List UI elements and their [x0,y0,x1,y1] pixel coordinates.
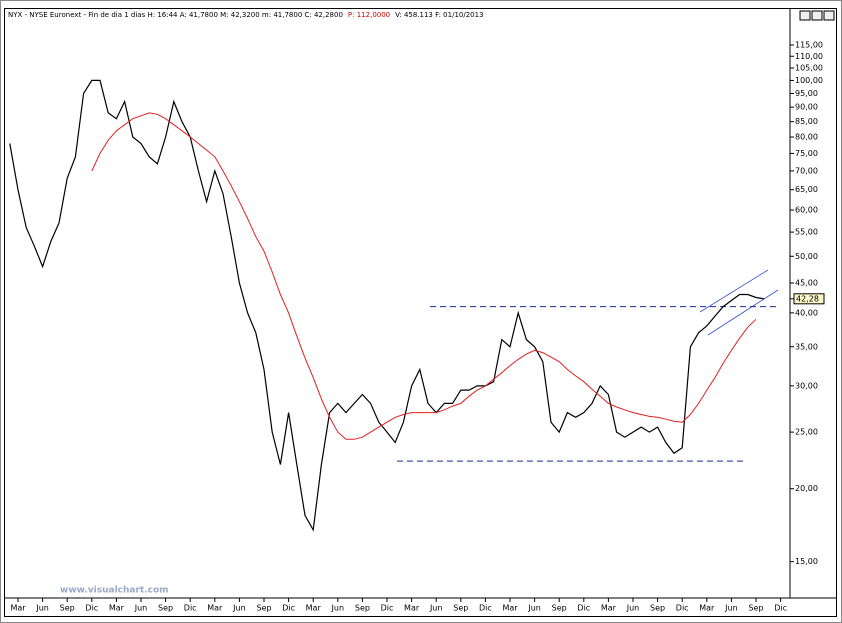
x-tick-label: Dic [85,604,98,613]
x-tick-label: Jun [331,604,345,613]
y-tick-label: 105,00 [795,64,823,73]
x-tick-label: Jun [134,604,148,613]
y-tick-label: 40,00 [795,308,818,317]
series-line [91,112,757,440]
x-tick-label: Sep [355,604,370,613]
x-tick-label: Mar [699,604,715,613]
x-tick-label: Sep [748,604,763,613]
x-tick-label: Sep [552,604,567,613]
x-tick-label: Dic [184,604,197,613]
y-tick-label: 35,00 [795,342,818,351]
last-price-label: 42,28 [796,294,819,303]
y-tick-label: 80,00 [795,133,818,142]
x-tick-label: Dic [774,604,787,613]
x-tick-label: Mar [502,604,518,613]
y-tick-label: 110,00 [795,52,823,61]
x-tick-label: Sep [158,604,173,613]
x-tick-label: Mar [306,604,322,613]
y-tick-label: 100,00 [795,76,823,85]
y-tick-label: 55,00 [795,228,818,237]
x-tick-label: Mar [601,604,617,613]
x-tick-label: Jun [527,604,541,613]
y-tick-label: 15,00 [795,557,818,566]
y-tick-label: 65,00 [795,185,818,194]
channel-line [699,269,769,313]
y-tick-label: 50,00 [795,252,818,261]
last-price-box [793,293,825,305]
x-tick-label: Dic [282,604,295,613]
y-tick-label: 95,00 [795,89,818,98]
x-tick-label: Mar [109,604,125,613]
x-tick-label: Dic [479,604,492,613]
y-tick-label: 85,00 [795,117,818,126]
y-tick-label: 115,00 [795,40,823,49]
x-tick-label: Jun [429,604,443,613]
series-line [9,79,765,532]
x-tick-label: Jun [626,604,640,613]
y-tick-label: 60,00 [795,206,818,215]
x-tick-label: Dic [577,604,590,613]
x-tick-label: Sep [453,604,468,613]
x-tick-label: Jun [724,604,738,613]
title-tail: V: 458.113 F: 01/10/2013 [395,11,483,19]
x-tick-label: Sep [256,604,271,613]
x-tick-label: Jun [232,604,246,613]
minimize-button[interactable] [799,10,811,21]
y-tick-label: 45,00 [795,278,818,287]
watermark: www.visualchart.com [60,586,169,596]
y-tick-label: 25,00 [795,428,818,437]
plot-frame [4,8,837,617]
y-tick-label: 30,00 [795,381,818,390]
channel-line [707,289,779,336]
title-highlight: P: 112,0000 [348,11,390,19]
y-tick-label: 20,00 [795,484,818,493]
x-tick-label: Dic [381,604,394,613]
x-tick-label: Jun [35,604,49,613]
maximize-button[interactable] [811,10,823,21]
chart-title: NYX - NYSE Euronext - Fin de dia 1 dias … [8,11,343,19]
x-tick-label: Sep [650,604,665,613]
close-button[interactable] [823,10,835,21]
x-tick-label: Mar [207,604,223,613]
x-tick-label: Mar [404,604,420,613]
x-tick-label: Dic [676,604,689,613]
x-tick-label: Sep [60,604,75,613]
y-tick-label: 90,00 [795,103,818,112]
y-tick-label: 75,00 [795,149,818,158]
y-tick-label: 70,00 [795,166,818,175]
x-tick-label: Mar [10,604,26,613]
